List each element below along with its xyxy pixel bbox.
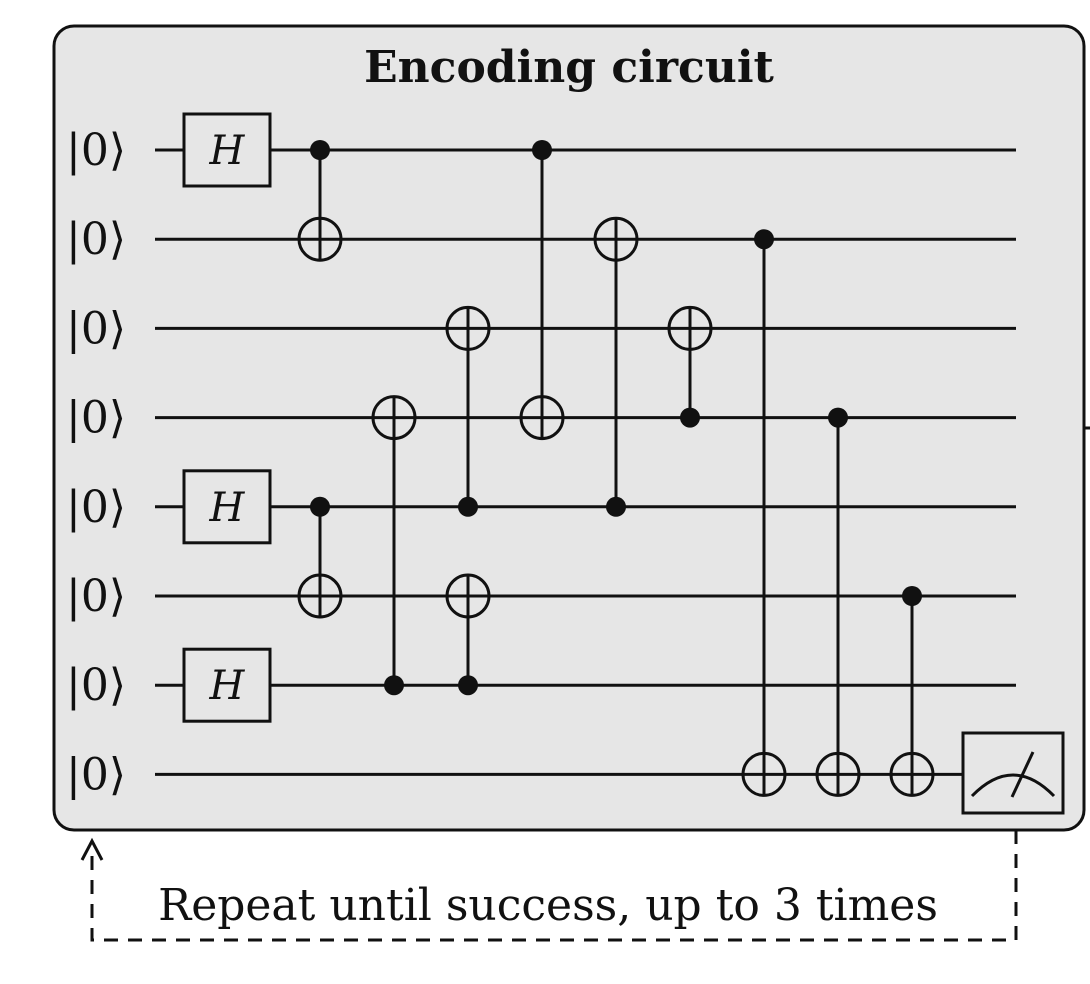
input-state-label: |0⟩ — [66, 482, 126, 533]
input-state-label: |0⟩ — [66, 660, 126, 711]
cnot-control-dot — [458, 675, 478, 696]
input-state-label: |0⟩ — [66, 303, 126, 354]
input-state-label: |0⟩ — [66, 125, 126, 176]
measurement-gate — [961, 731, 1065, 815]
hadamard-gate-label: H — [209, 485, 246, 531]
input-state-label: |0⟩ — [66, 214, 126, 265]
hadamard-gate-box — [182, 469, 272, 545]
input-state-label: |0⟩ — [66, 749, 126, 800]
circuit-title: Encoding circuit — [364, 42, 774, 93]
cnot-control-dot — [680, 407, 700, 428]
repeat-loop-arrow-path — [90, 830, 1018, 942]
repeat-caption: Repeat until success, up to 3 times — [158, 880, 938, 931]
cnot-control-dot — [310, 496, 330, 517]
cnot-control-dot — [606, 496, 626, 517]
cnot-gates — [297, 140, 935, 797]
hadamard-gate-box — [182, 647, 272, 723]
cnot-control-dot — [828, 407, 848, 428]
hadamard-gate-label: H — [209, 128, 246, 174]
cnot-control-dot — [902, 586, 922, 606]
meter-icon — [970, 773, 1056, 798]
hadamard-gates: H H H — [182, 112, 272, 723]
cnot-control-dot — [384, 675, 404, 696]
hadamard-gate-label: H — [209, 663, 246, 709]
measurement-box — [961, 731, 1065, 815]
repeat-loop-arrowhead-icon — [80, 837, 104, 861]
input-state-label: |0⟩ — [66, 393, 126, 444]
input-state-labels: |0⟩ |0⟩ |0⟩ |0⟩ |0⟩ |0⟩ |0⟩ |0⟩ — [66, 125, 126, 800]
cnot-control-dot — [754, 229, 774, 250]
input-state-label: |0⟩ — [66, 571, 126, 622]
cnot-control-dot — [458, 496, 478, 517]
cnot-control-dot — [532, 140, 552, 160]
meter-needle-icon — [1010, 751, 1035, 798]
cnot-control-dot — [310, 140, 330, 160]
hadamard-gate-box — [182, 112, 272, 188]
